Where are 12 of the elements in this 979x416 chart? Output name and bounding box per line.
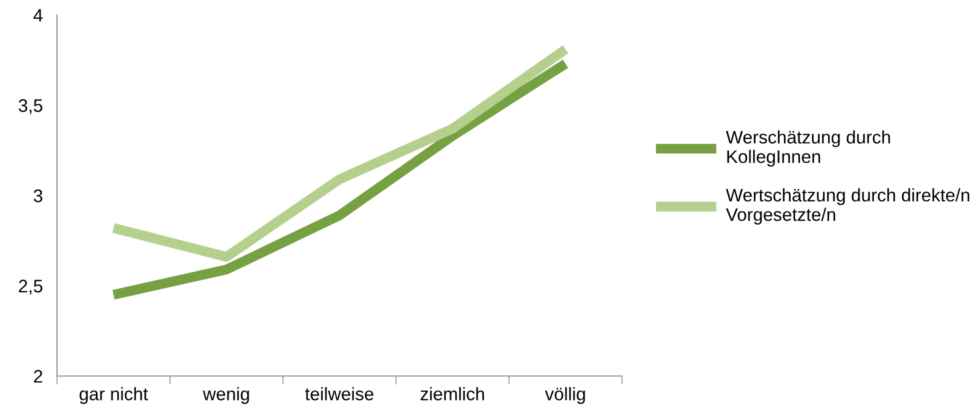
x-tick-label: völlig [544,387,585,404]
y-tick-label: 2 [34,370,42,383]
y-tick-label: 3,5 [18,99,42,114]
y-tick-label: 4 [33,9,43,22]
y-tick-label: 3 [34,189,42,202]
x-tick-label: gar nicht [80,387,148,404]
x-tick-label: wenig [202,387,249,404]
legend-label: Werschätzung durch KollegInnen [726,130,890,167]
legend-label: Wertschätzung durch direkte/n Vorgesetzte/n [726,188,970,225]
x-tick-label: ziemlich [420,387,484,400]
x-tick-label: teilweise [305,387,374,400]
y-tick-label: 2,5 [18,280,42,295]
